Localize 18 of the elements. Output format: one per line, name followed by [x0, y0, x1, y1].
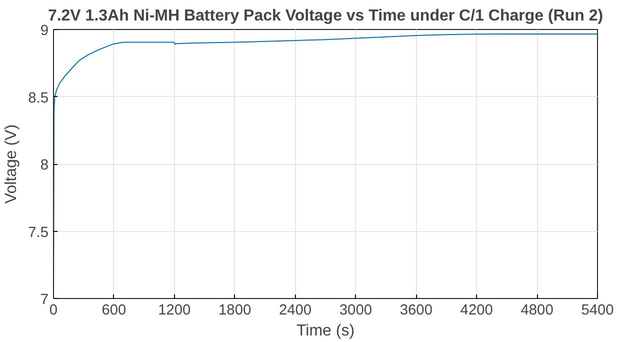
x-tick-label: 1200 [158, 302, 191, 318]
x-tick-label: 4800 [520, 302, 554, 318]
x-tick-label: 1800 [218, 302, 252, 318]
y-tick-label: 9 [40, 23, 49, 39]
y-axis-title: Voltage (V) [3, 124, 20, 204]
y-tick-label: 7 [40, 292, 49, 308]
y-tick-label: 8.5 [28, 90, 48, 106]
x-tick-label: 600 [102, 302, 126, 318]
chart-title: 7.2V 1.3Ah Ni-MH Battery Pack Voltage vs Time under C/1 Charge (Run 2) [48, 8, 604, 24]
x-tick-label: 5400 [581, 302, 614, 318]
x-tick-label: 3600 [400, 302, 432, 318]
x-tick-label: 3000 [339, 302, 372, 318]
x-tick-label: 2400 [278, 302, 312, 318]
x-axis-title: Time (s) [296, 322, 355, 340]
x-tick-label: 4200 [460, 302, 493, 318]
y-tick-label: 7.5 [28, 224, 48, 241]
x-tick-label: 0 [49, 302, 58, 318]
y-tick-label: 8 [40, 158, 49, 174]
